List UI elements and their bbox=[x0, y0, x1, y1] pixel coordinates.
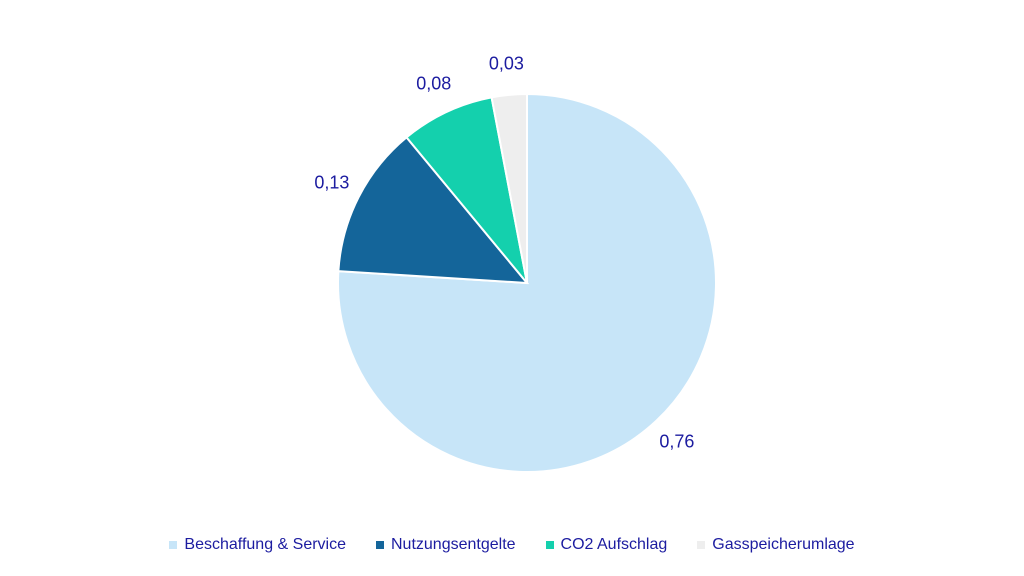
data-label-gasspeicherumlage: 0,03 bbox=[489, 54, 524, 74]
data-label-beschaffung: 0,76 bbox=[659, 431, 694, 451]
pie-slices bbox=[337, 92, 717, 473]
legend-item-beschaffung[interactable]: Beschaffung & Service bbox=[169, 536, 346, 554]
data-label-nutzungsentgelte: 0,13 bbox=[314, 172, 349, 192]
legend-item-nutzungsentgelte[interactable]: Nutzungsentgelte bbox=[376, 536, 516, 554]
legend: Beschaffung & Service Nutzungsentgelte C… bbox=[0, 532, 1024, 558]
legend-label-co2-aufschlag: CO2 Aufschlag bbox=[560, 536, 668, 553]
legend-swatch-gasspeicherumlage bbox=[697, 541, 706, 549]
pie-slice-nutzungsentgelte[interactable] bbox=[337, 135, 530, 285]
legend-label-gasspeicherumlage: Gasspeicherumlage bbox=[712, 536, 855, 553]
data-label-co2-aufschlag: 0,08 bbox=[416, 74, 451, 94]
legend-item-co2-aufschlag[interactable]: CO2 Aufschlag bbox=[545, 536, 668, 554]
legend-swatch-nutzungsentgelte bbox=[376, 541, 384, 549]
pie-slice-gasspeicherumlage[interactable] bbox=[490, 92, 528, 284]
pie-slice-co2-aufschlag[interactable] bbox=[405, 96, 528, 284]
legend-label-beschaffung: Beschaffung & Service bbox=[184, 536, 346, 553]
pie-labels: 0,76 0,13 0,08 0,03 bbox=[314, 54, 694, 452]
legend-swatch-beschaffung bbox=[169, 541, 178, 549]
legend-swatch-co2-aufschlag bbox=[545, 541, 554, 549]
legend-item-gasspeicherumlage[interactable]: Gasspeicherumlage bbox=[697, 536, 855, 554]
legend-label-nutzungsentgelte: Nutzungsentgelte bbox=[391, 536, 516, 553]
